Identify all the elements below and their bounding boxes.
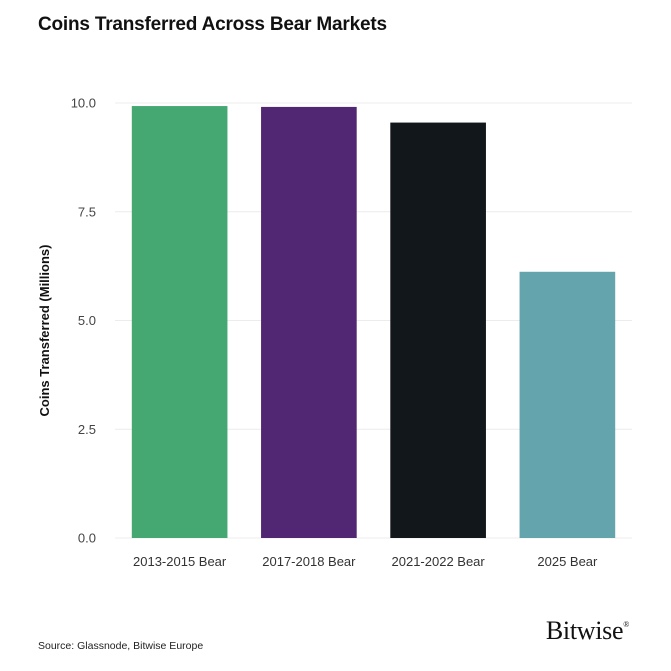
y-tick-label: 0.0 bbox=[78, 531, 96, 546]
chart-title: Coins Transferred Across Bear Markets bbox=[38, 14, 387, 35]
y-tick-label: 7.5 bbox=[78, 204, 96, 219]
bar bbox=[131, 106, 228, 539]
bar-chart: 0.0 2.5 5.0 7.5 10.0 2013-2015 Bear 2017-2018… bbox=[37, 96, 632, 569]
bitwise-logo: Bitwise® bbox=[545, 616, 629, 645]
x-tick-label: 2017-2018 Bear bbox=[262, 554, 356, 569]
x-tick-labels: 2013-2015 Bear 2017-2018 Bear 2021-2022 Be… bbox=[133, 554, 598, 569]
x-tick-label: 2021-2022 Bear bbox=[392, 554, 486, 569]
x-tick-label: 2025 Bear bbox=[537, 554, 598, 569]
y-tick-label: 5.0 bbox=[78, 313, 96, 328]
bar bbox=[390, 122, 486, 538]
y-tick-label: 10.0 bbox=[71, 96, 96, 111]
y-axis-label: Coins Transferred (Millions) bbox=[37, 245, 52, 417]
source-note: Source: Glassnode, Bitwise Europe bbox=[38, 640, 204, 652]
bar bbox=[261, 106, 357, 538]
bars bbox=[131, 106, 616, 539]
y-tick-labels: 0.0 2.5 5.0 7.5 10.0 bbox=[71, 96, 96, 546]
x-tick-label: 2013-2015 Bear bbox=[133, 554, 227, 569]
bar bbox=[519, 271, 616, 538]
y-tick-label: 2.5 bbox=[78, 422, 96, 437]
